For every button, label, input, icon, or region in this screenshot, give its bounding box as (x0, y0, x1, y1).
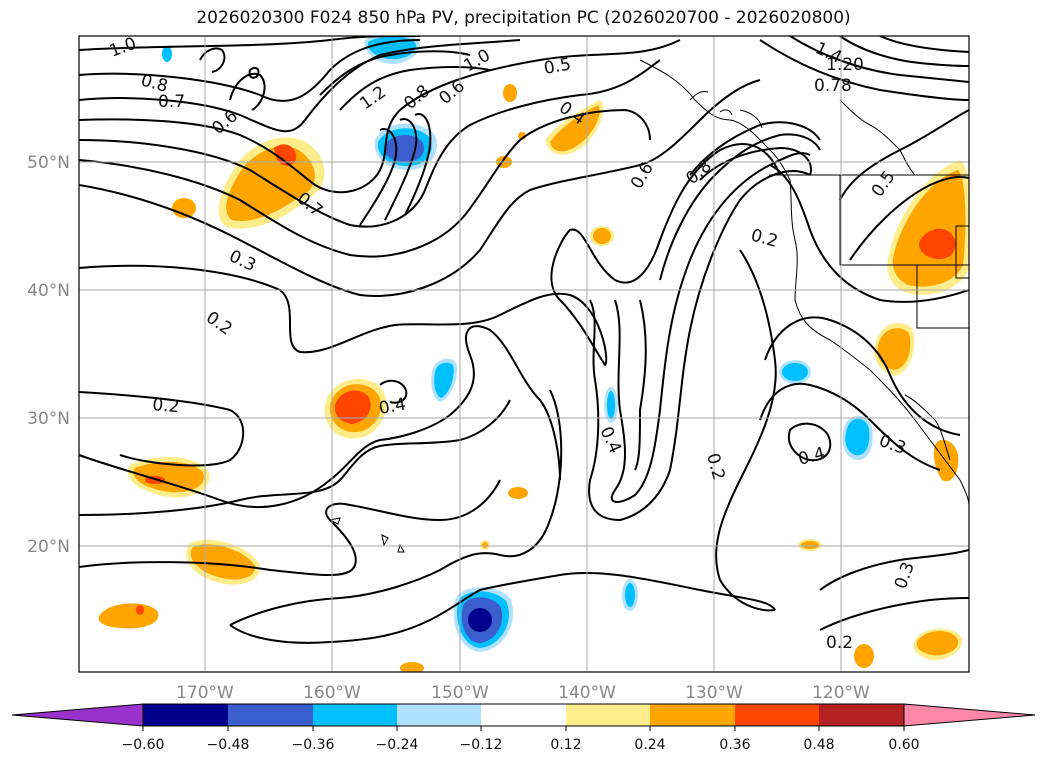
colorbar-extend-low (11, 703, 144, 727)
longitude-labels: 170°W 160°W 150°W 140°W 130°W 120°W (176, 683, 870, 703)
lon-label: 150°W (431, 683, 489, 703)
colorbar-segment (397, 704, 481, 726)
contour-label: 0.4 (796, 444, 827, 470)
colorbar: −0.60 −0.48 −0.36 −0.24 −0.12 0.12 0.24 … (11, 703, 1036, 753)
contour-label: 1.0 (461, 45, 494, 76)
lat-label: 50°N (27, 153, 70, 173)
colorbar-tick-label: 0.48 (803, 737, 834, 753)
contour-label: 1.2 (356, 82, 390, 114)
contour-label: 0.3 (891, 559, 919, 591)
contour-label: 0.6 (435, 76, 469, 109)
contour-label: 0.2 (152, 395, 181, 417)
colorbar-segment (735, 704, 819, 726)
lon-label: 160°W (303, 683, 361, 703)
graticule (79, 36, 969, 672)
contour-label: 0.3 (226, 246, 259, 276)
precip-positive-shading (98, 84, 969, 672)
colorbar-segment (313, 704, 397, 726)
lat-label: 40°N (27, 281, 70, 301)
plot-frame (78, 35, 970, 673)
colorbar-segment (143, 704, 228, 726)
precip-negative-shading (162, 36, 873, 652)
contour-label: 0.6 (627, 159, 658, 192)
coastlines (328, 59, 969, 553)
contour-label: 0.2 (826, 633, 853, 653)
colorbar-tick-label: 0.36 (719, 737, 750, 753)
chart-title: 2026020300 F024 850 hPa PV, precipitatio… (196, 8, 851, 28)
colorbar-tick-label: −0.12 (460, 737, 503, 753)
colorbar-tick-label: −0.24 (376, 737, 419, 753)
lon-label: 140°W (558, 683, 616, 703)
contour-label: 0.5 (542, 55, 572, 79)
contour-label: 1.20 (826, 55, 864, 75)
colorbar-tick-label: −0.60 (122, 737, 165, 753)
contour-label: 0.5 (868, 167, 900, 201)
colorbar-ticks (142, 726, 905, 731)
colorbar-tick-label: 0.24 (634, 737, 665, 753)
lat-label: 20°N (27, 537, 70, 557)
lon-label: 120°W (812, 683, 870, 703)
latitude-labels: 50°N 40°N 30°N 20°N (27, 153, 70, 557)
colorbar-tick-label: 0.12 (550, 737, 581, 753)
colorbar-tick-label: −0.48 (207, 737, 250, 753)
contour-label: 0.2 (702, 451, 728, 482)
colorbar-tick-label: −0.36 (292, 737, 335, 753)
pv-contours (79, 36, 969, 644)
colorbar-segment (481, 704, 566, 726)
colorbar-tick-label: 0.60 (888, 737, 919, 753)
colorbar-extend-high (903, 703, 1036, 727)
contour-label: 0.7 (158, 92, 185, 112)
colorbar-segment (566, 704, 650, 726)
colorbar-segment (228, 704, 313, 726)
contour-label: 0.4 (595, 424, 625, 457)
colorbar-segment (650, 704, 735, 726)
contour-label: 0.8 (400, 81, 434, 114)
contour-label: 0.4 (377, 395, 407, 419)
contour-label: 0.78 (814, 76, 852, 96)
lat-label: 30°N (27, 409, 70, 429)
contour-label: 0.2 (202, 308, 236, 340)
colorbar-segment (819, 704, 904, 726)
lon-label: 170°W (176, 683, 234, 703)
contour-label: 1.0 (107, 34, 139, 62)
contour-label: 0.2 (749, 226, 780, 252)
contour-label: 0.3 (876, 431, 908, 459)
lon-label: 130°W (685, 683, 743, 703)
